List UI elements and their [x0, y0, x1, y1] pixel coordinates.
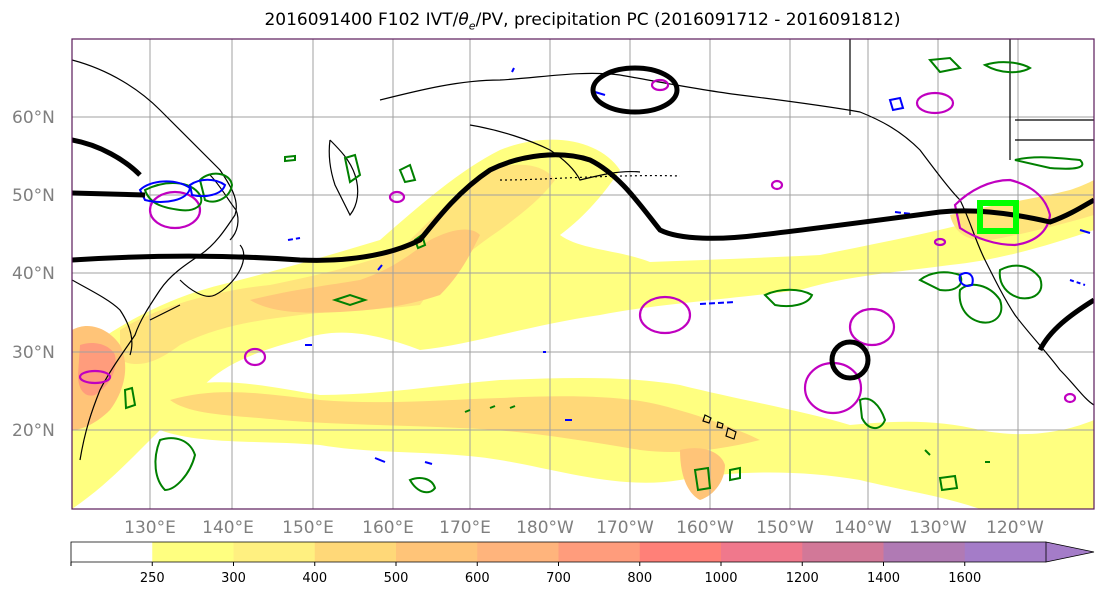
coastlines — [72, 39, 1094, 461]
colorbar-segment — [639, 542, 722, 562]
latitude-labels: 60°N 50°N 40°N 30°N 20°N — [12, 108, 55, 441]
lat-label: 20°N — [12, 421, 55, 441]
lon-label: 130°W — [909, 518, 967, 538]
graticule — [72, 39, 1094, 509]
lat-label: 30°N — [12, 343, 55, 363]
colorbar-tick-label: 250 — [140, 571, 165, 586]
colorbar-tick-label: 1200 — [786, 571, 819, 586]
theta-e-contours — [72, 65, 1094, 381]
colorbar-segment — [233, 542, 316, 562]
colorbar-tick-label: 500 — [384, 571, 409, 586]
pv-positive-contours — [123, 56, 1084, 494]
map-title: 2016091400 F102 IVT/θe/PV, precipitation… — [264, 10, 901, 33]
colorbar-labels: 250 300 400 500 600 700 800 1000 1200 1400 1600 — [140, 571, 981, 586]
lon-label: 170°W — [596, 518, 654, 538]
lon-label: 150°E — [282, 518, 334, 538]
ivt-band-300 — [120, 164, 555, 365]
map-border — [71, 38, 1095, 510]
lon-label: 130°E — [124, 518, 176, 538]
ivt-south-300 — [170, 392, 760, 452]
colorbar-tick-label: 600 — [465, 571, 490, 586]
map-content — [72, 39, 1094, 509]
colorbar-tick-label: 700 — [546, 571, 571, 586]
colorbar-tick-label: 800 — [627, 571, 652, 586]
lon-label: 160°W — [676, 518, 734, 538]
colorbar-segment — [721, 542, 803, 562]
precip-contours — [78, 78, 1077, 415]
lon-label: 150°W — [756, 518, 814, 538]
colorbar-segment — [152, 542, 234, 562]
target-box — [977, 200, 1019, 234]
lon-label: 170°E — [439, 518, 491, 538]
colorbar-segment — [964, 542, 1047, 562]
colorbar — [70, 541, 1095, 566]
colorbar-tick-label: 1000 — [704, 571, 737, 586]
longitude-labels: 130°E 140°E 150°E 160°E 170°E 180°W 170°… — [124, 518, 1044, 538]
colorbar-segment — [396, 542, 478, 562]
lat-label: 40°N — [12, 264, 55, 284]
colorbar-tick-label: 300 — [221, 571, 246, 586]
pv-negative-contours — [138, 67, 1091, 465]
colorbar-segment — [477, 542, 559, 562]
lon-label: 120°W — [986, 518, 1044, 538]
colorbar-tick-label: 1400 — [867, 571, 900, 586]
ivt-band-400 — [250, 229, 480, 313]
colorbar-extend-arrow — [1045, 541, 1095, 563]
colorbar-segment — [883, 542, 966, 562]
lon-label: 140°E — [202, 518, 254, 538]
lat-label: 60°N — [12, 108, 55, 128]
ivt-mid-core — [680, 448, 725, 500]
colorbar-segment — [71, 542, 153, 562]
lon-label: 140°W — [834, 518, 892, 538]
colorbar-segment — [802, 542, 884, 562]
colorbar-tick-label: 1600 — [948, 571, 981, 586]
lat-label: 50°N — [12, 186, 55, 206]
colorbar-segment — [314, 542, 397, 562]
ivt-band-250 — [72, 139, 1094, 509]
lon-label: 160°E — [362, 518, 414, 538]
lon-label: 180°W — [516, 518, 574, 538]
colorbar-segment — [558, 542, 641, 562]
colorbar-tick-label: 400 — [302, 571, 327, 586]
